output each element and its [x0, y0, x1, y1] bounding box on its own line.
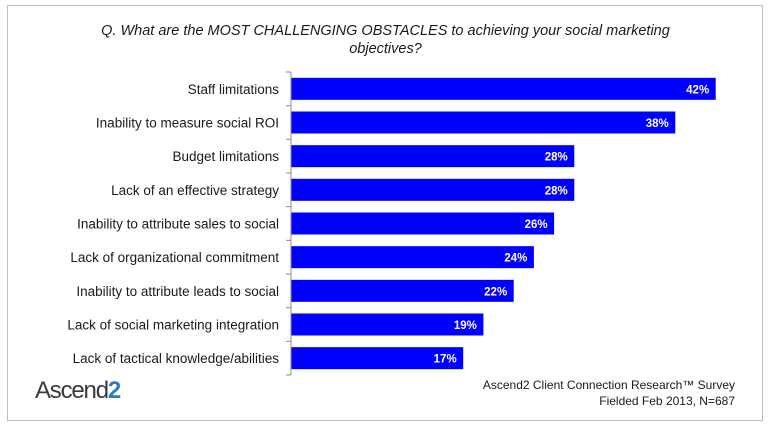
bar-value-label: 19%	[454, 320, 477, 332]
chart-title: Q. What are the MOST CHALLENGING OBSTACL…	[0, 22, 771, 58]
category-label: Lack of an effective strategy	[111, 183, 279, 198]
ascend2-logo: Ascend2	[35, 377, 121, 405]
bar-value-label: 22%	[484, 286, 507, 298]
chart-title-line-1: Q. What are the MOST CHALLENGING OBSTACL…	[101, 23, 670, 39]
source-note: Ascend2 Client Connection Research™ Surv…	[483, 377, 735, 409]
category-label: Staff limitations	[188, 82, 280, 97]
bar	[291, 145, 575, 168]
bar	[291, 111, 676, 134]
bar-value-label: 42%	[686, 84, 709, 96]
bar	[291, 77, 716, 100]
category-label: Inability to attribute leads to social	[76, 284, 279, 299]
category-label: Inability to measure social ROI	[96, 116, 279, 131]
bar-value-label: 26%	[525, 219, 548, 231]
category-label: Inability to attribute sales to social	[77, 217, 279, 232]
logo-accent: 2	[107, 377, 121, 404]
chart-title-line-2: objectives?	[349, 41, 422, 57]
bar-value-label: 24%	[504, 253, 527, 265]
bar-value-label: 28%	[545, 185, 568, 197]
bar	[291, 279, 514, 302]
bar	[291, 313, 484, 336]
bar	[291, 246, 534, 269]
category-label: Lack of organizational commitment	[70, 250, 279, 265]
category-label: Lack of tactical knowledge/abilities	[73, 351, 280, 366]
bar	[291, 212, 555, 235]
source-line-2: Fielded Feb 2013, N=687	[599, 394, 735, 408]
bar	[291, 178, 575, 201]
bar-value-label: 17%	[434, 354, 457, 366]
logo-text: Ascend	[35, 377, 109, 404]
category-label: Lack of social marketing integration	[67, 318, 279, 333]
bar-value-label: 38%	[646, 118, 669, 130]
bar	[291, 347, 464, 370]
bar-value-label: 28%	[545, 152, 568, 164]
category-label: Budget limitations	[172, 149, 279, 164]
source-line-1: Ascend2 Client Connection Research™ Surv…	[482, 378, 735, 392]
